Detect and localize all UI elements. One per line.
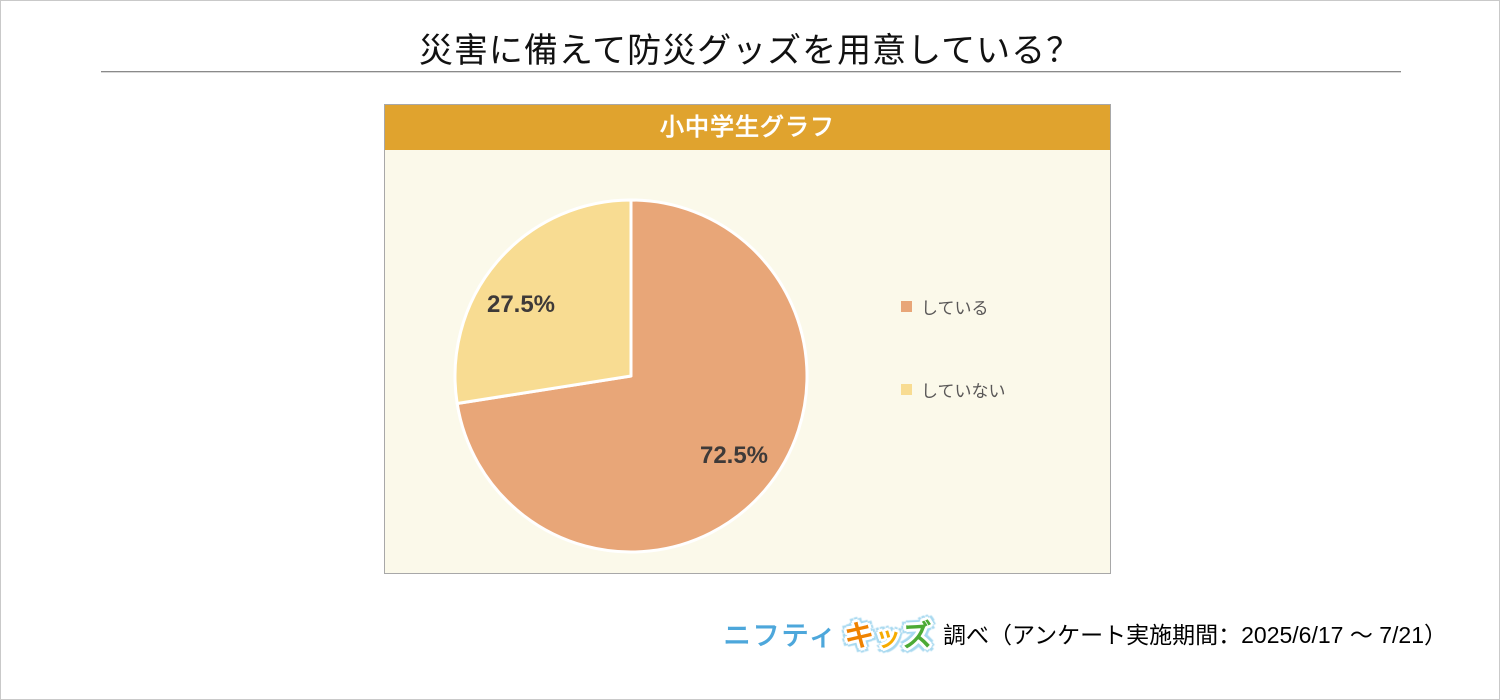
pie-label-shiteiru: 72.5% (699, 442, 769, 469)
chart-area: 72.5% 27.5% している していない (385, 150, 1110, 573)
pie-chart (453, 198, 809, 554)
legend-item-shiteinai: していない (901, 377, 1006, 402)
chart-card-title: 小中学生グラフ (385, 105, 1110, 150)
legend-label-shiteinai: していない (921, 382, 1006, 401)
source-note: ニフティ キッズ 調べ（アンケート実施期間：2025/6/17 ～ 7/21） (724, 611, 1447, 655)
kids-logo: キッズ (843, 611, 935, 655)
pie-slice (453, 198, 633, 406)
kids-logo-char: ッ (874, 621, 903, 653)
title-divider (101, 71, 1401, 73)
legend: している していない (901, 294, 1006, 402)
kids-logo-char: ズ (901, 619, 935, 654)
pie-label-shiteinai: 27.5% (486, 291, 556, 318)
legend-item-shiteiru: している (901, 294, 1006, 319)
nifty-logo: ニフティ (723, 620, 839, 651)
legend-label-shiteiru: している (921, 299, 989, 318)
legend-swatch-shiteinai (901, 384, 912, 395)
kids-logo-char: キ (843, 618, 877, 655)
survey-period-text: 調べ（アンケート実施期間：2025/6/17 ～ 7/21） (943, 622, 1447, 648)
chart-card: 小中学生グラフ 72.5% 27.5% している していない (384, 104, 1111, 574)
page-title: 災害に備えて防災グッズを用意している？ (418, 32, 1082, 70)
legend-swatch-shiteiru (901, 301, 912, 312)
